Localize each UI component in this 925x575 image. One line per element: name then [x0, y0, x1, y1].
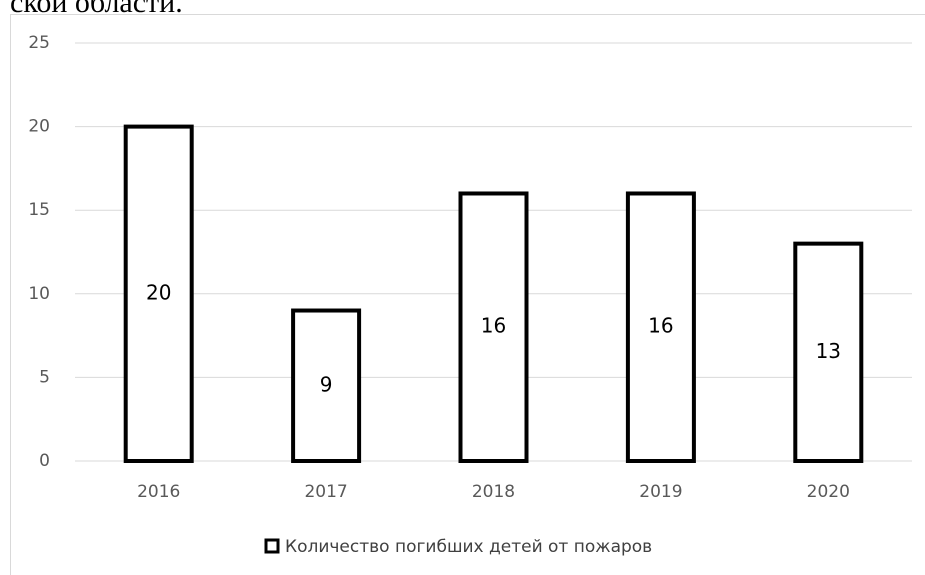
data-label: 16 — [481, 314, 506, 338]
data-label: 9 — [320, 372, 333, 396]
y-tick-label: 15 — [28, 200, 50, 220]
bar — [458, 191, 529, 463]
legend-swatch — [264, 538, 280, 554]
bar — [625, 191, 696, 463]
y-tick-label: 25 — [28, 33, 50, 53]
bar — [793, 241, 864, 463]
legend-label: Количество погибших детей от пожаров — [285, 537, 652, 557]
data-label: 16 — [648, 314, 673, 338]
y-tick-label: 10 — [28, 284, 50, 304]
x-tick-label: 2017 — [304, 482, 347, 502]
bar — [291, 308, 362, 463]
data-label: 20 — [146, 280, 171, 304]
caption-fragment: ской области. — [10, 0, 183, 19]
bar — [123, 124, 194, 463]
x-tick-label: 2020 — [807, 482, 850, 502]
y-tick-label: 20 — [28, 117, 50, 137]
x-tick-label: 2016 — [137, 482, 180, 502]
x-tick-label: 2018 — [472, 482, 515, 502]
data-label: 13 — [816, 339, 841, 363]
y-tick-label: 0 — [39, 451, 50, 471]
y-tick-label: 5 — [39, 367, 50, 387]
x-tick-label: 2019 — [639, 482, 682, 502]
